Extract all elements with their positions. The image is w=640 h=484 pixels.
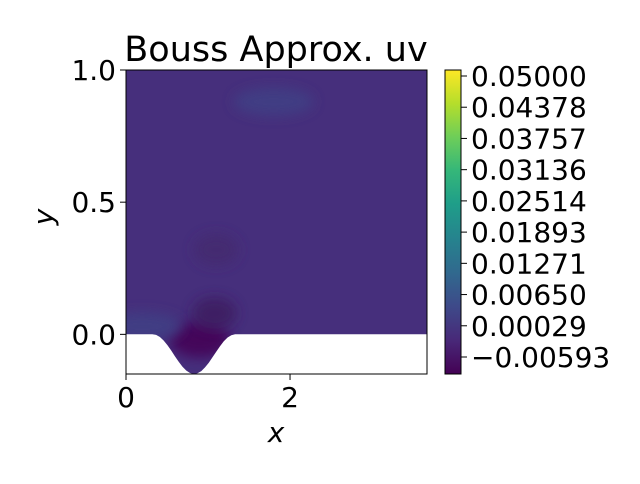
field-feature-0 [169, 321, 230, 358]
x-tick-label: 2 [281, 381, 299, 414]
field-feature-1 [192, 297, 237, 330]
y-tick-label: 1.0 [71, 54, 116, 87]
colorbar-tick-label: 0.03757 [471, 122, 587, 155]
x-tick-label: 0 [117, 381, 135, 414]
colorbar-ticks: 0.050000.043780.037570.031360.025140.018… [461, 60, 610, 374]
axes-frame [125, 69, 428, 375]
colorbar-tick-label: −0.00593 [471, 341, 610, 374]
colorbar-tick-label: 0.03136 [471, 154, 587, 187]
colorbar-tick-label: 0.02514 [471, 185, 587, 218]
y-axis: 0.0 0.5 1.0 [71, 54, 126, 351]
colorbar-tick-label: 0.05000 [471, 60, 587, 93]
colorbar-tick-label: 0.01271 [471, 247, 587, 280]
y-tick-label: 0.5 [71, 186, 116, 219]
colorbar: 0.050000.043780.037570.031360.025140.018… [444, 60, 610, 375]
colorbar-tick-label: 0.00650 [471, 279, 587, 312]
colorbar-tick-label: 0.00029 [471, 310, 587, 343]
plot-area [126, 70, 427, 374]
field-feature-3 [126, 312, 183, 341]
field-features [126, 87, 314, 358]
x-axis-label: x [267, 416, 285, 449]
chart-title: Bouss Approx. uv [124, 30, 427, 70]
bottom-boundary-mask [126, 334, 427, 374]
colorbar-tick-label: 0.04378 [471, 91, 587, 124]
y-tick-label: 0.0 [71, 318, 116, 351]
field-feature-2 [194, 233, 239, 266]
colorbar-tick-label: 0.01893 [471, 216, 587, 249]
field-feature-4 [233, 87, 314, 116]
y-axis-label: y [27, 208, 60, 226]
colorbar-gradient [444, 69, 462, 375]
